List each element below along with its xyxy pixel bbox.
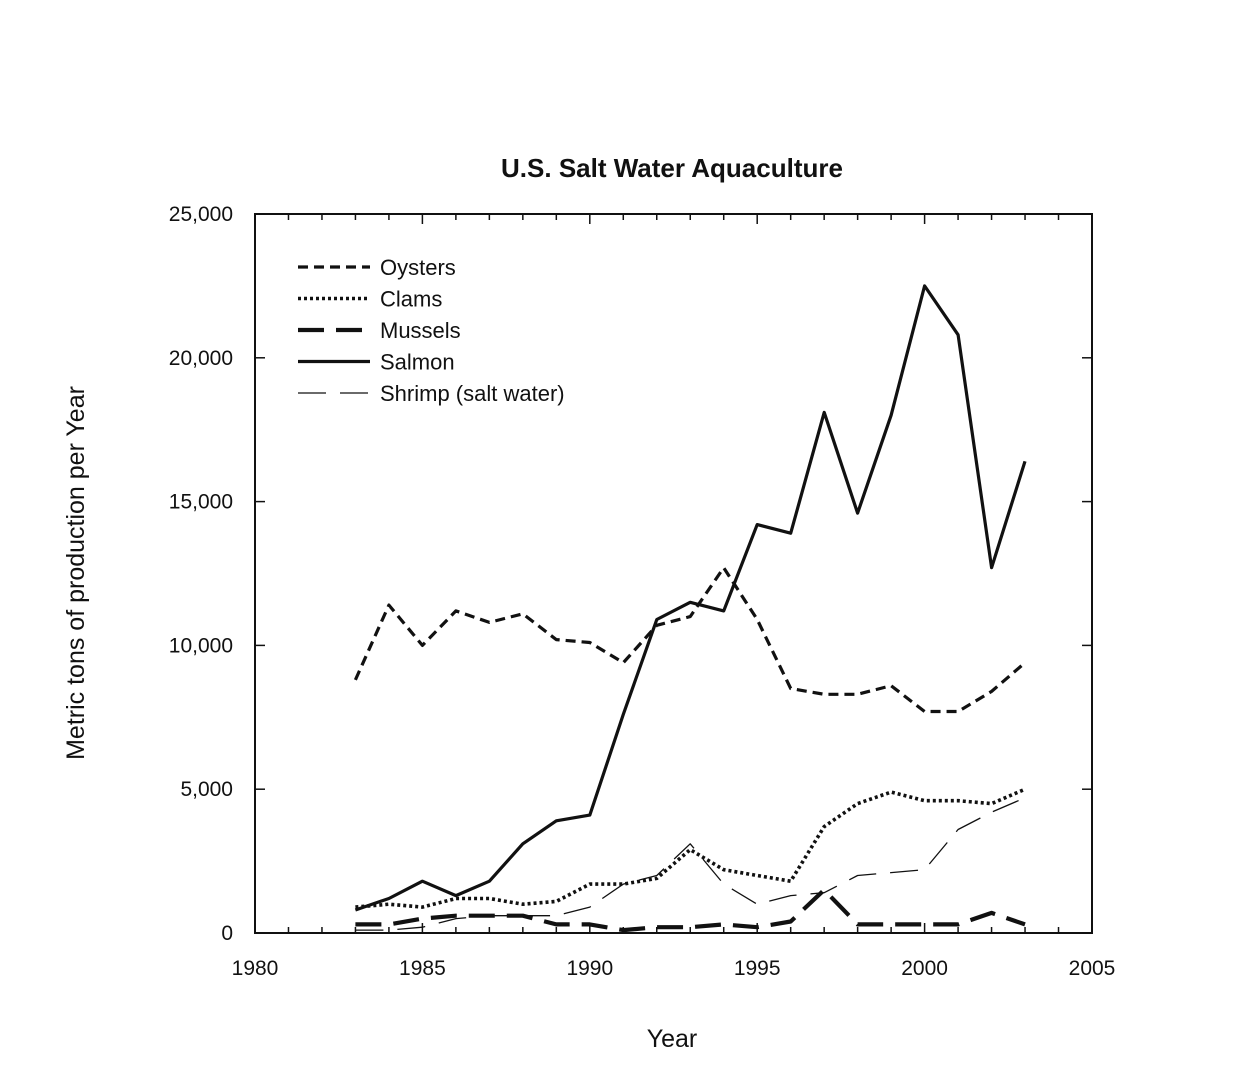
legend-label-clams: Clams	[380, 287, 442, 312]
x-tick-label: 1980	[232, 957, 279, 980]
legend-label-mussels: Mussels	[380, 318, 461, 343]
y-tick-label: 10,000	[169, 634, 233, 657]
y-tick-label: 15,000	[169, 491, 233, 514]
y-tick-label: 0	[221, 922, 233, 945]
y-tick-label: 25,000	[169, 203, 233, 226]
y-axis-label: Metric tons of production per Year	[62, 386, 90, 760]
y-tick-label: 20,000	[169, 347, 233, 370]
series-line-clams	[355, 787, 1026, 909]
y-tick-label: 5,000	[180, 778, 233, 801]
x-tick-label: 2005	[1069, 957, 1116, 980]
series-line-mussels	[355, 887, 1026, 933]
x-tick-label: 1990	[566, 957, 613, 980]
x-tick-label: 2000	[901, 957, 948, 980]
chart-title: U.S. Salt Water Aquaculture	[501, 153, 843, 183]
legend-label-salmon: Salmon	[380, 350, 455, 375]
legend: Oysters Clams Mussels Salmon Shrimp (salt wa…	[298, 255, 565, 406]
legend-label-oysters: Oysters	[380, 255, 456, 280]
plot-area: 1980 1985 1990 1995 2000 2005 0 5,000 10,000 15,0…	[169, 203, 1116, 980]
x-axis-label: Year	[647, 1025, 698, 1053]
legend-label-shrimp-salt-water: Shrimp (salt water)	[380, 381, 565, 406]
series-line-salmon	[354, 284, 1027, 912]
x-tick-label: 1985	[399, 957, 446, 980]
x-tick-label: 1995	[734, 957, 781, 980]
series-line-oysters	[353, 566, 1027, 714]
plot-frame	[254, 213, 1093, 934]
series-line-shrimp-salt-water	[355, 797, 1026, 931]
